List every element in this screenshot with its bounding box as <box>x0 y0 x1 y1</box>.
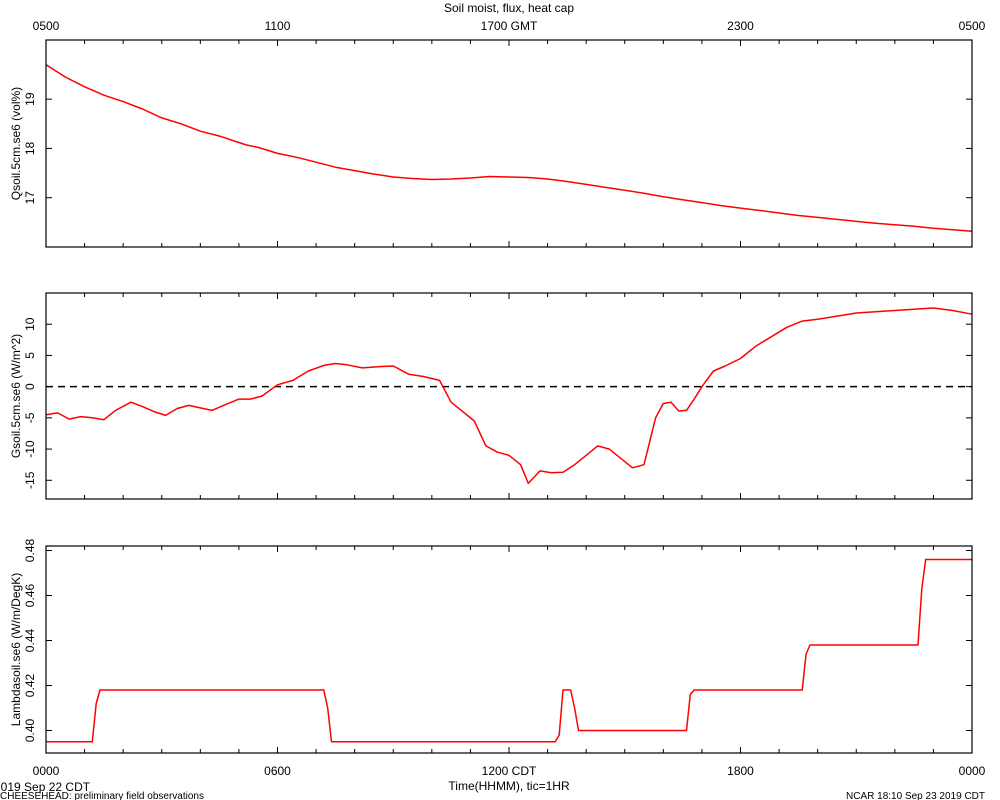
bottom-cdt-axis-labels: 0000 0600 1200 CDT 1800 0000 <box>33 764 986 778</box>
top-gmt-axis-labels: 0500 1100 1700 GMT 2300 0500 <box>33 19 986 33</box>
y-tick-label: 0.48 <box>23 538 37 562</box>
footer-date: 2019 Sep 22 CDT <box>0 780 91 794</box>
x-axis-label: Time(HHMM), tic=1HR <box>448 779 570 793</box>
top-tick-label: 1100 <box>265 19 291 33</box>
y-tick-label: 19 <box>23 92 37 106</box>
y-tick-label: 0 <box>23 383 37 390</box>
series-line <box>46 558 972 743</box>
series-line <box>45 63 973 232</box>
y-axis-label: Lambdasoil.se6 (W/m/DegK) <box>9 573 23 726</box>
y-tick-label: -15 <box>23 471 37 489</box>
y-tick-label: -5 <box>23 412 37 423</box>
y-tick-label: 5 <box>23 352 37 359</box>
y-axis-label: Gsoil.5cm.se6 (W/m^2) <box>9 334 23 458</box>
panel-frame <box>45 292 973 500</box>
bottom-tick-label: 0600 <box>264 764 291 778</box>
y-tick-label: -10 <box>23 440 37 458</box>
panel-frame <box>45 39 973 248</box>
top-tick-label: 0500 <box>959 19 986 33</box>
top-tick-label: 2300 <box>727 19 754 33</box>
bottom-tick-label: 1800 <box>727 764 754 778</box>
top-tick-label: 1700 GMT <box>481 19 538 33</box>
bottom-tick-label: 0000 <box>959 764 986 778</box>
footer-project: CHEESEHEAD: preliminary field observatio… <box>0 791 204 800</box>
chart-title: Soil moist, flux, heat cap <box>444 1 574 15</box>
y-tick-label: 17 <box>23 191 37 205</box>
y-tick-label: 0.44 <box>23 628 37 652</box>
y-tick-label: 18 <box>23 141 37 155</box>
bottom-tick-label: 0000 <box>33 764 60 778</box>
y-tick-label: 0.40 <box>23 718 37 742</box>
panel-frame <box>45 545 973 754</box>
footer-stamp: NCAR 18:10 Sep 23 2019 CDT <box>846 791 985 800</box>
series-line <box>45 307 973 485</box>
y-tick-label: 10 <box>23 317 37 331</box>
y-axis-label: Qsoil.5cm.se6 (vol%) <box>9 87 23 200</box>
bottom-tick-label: 1200 CDT <box>482 764 537 778</box>
y-tick-label: 0.46 <box>23 583 37 607</box>
y-tick-label: 0.42 <box>23 673 37 697</box>
top-tick-label: 0500 <box>33 19 60 33</box>
